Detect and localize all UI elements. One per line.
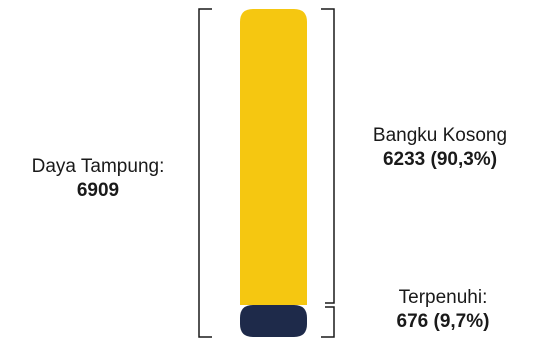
filled-seats-bar (240, 305, 307, 337)
total-bracket (198, 8, 212, 338)
total-capacity-label: Daya Tampung: 6909 (10, 155, 186, 203)
vacant-seats-title: Bangku Kosong (372, 125, 508, 146)
total-capacity-value: 6909 (76, 180, 120, 201)
filled-seats-label: Terpenuhi: 676 (9,7%) (368, 286, 518, 334)
vacant-seats-label: Bangku Kosong 6233 (90,3%) (355, 124, 525, 172)
total-capacity-title: Daya Tampung: (31, 156, 165, 177)
filled-bracket (321, 306, 335, 338)
vacant-seats-bar (240, 9, 307, 305)
filled-seats-value: 676 (9,7%) (396, 311, 490, 332)
filled-seats-title: Terpenuhi: (398, 287, 488, 308)
vacant-seats-value: 6233 (90,3%) (382, 149, 498, 170)
vacant-bracket (321, 8, 335, 304)
